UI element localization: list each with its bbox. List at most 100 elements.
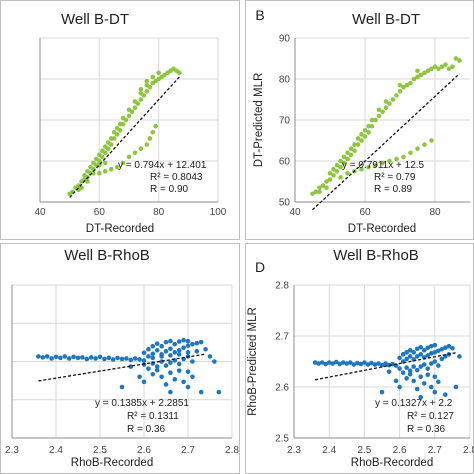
data-point [404,82,410,88]
data-point [432,374,438,380]
regression-annotation: y = 0.794x + 12.401 [118,160,207,171]
data-point [111,136,117,141]
data-point [432,350,438,355]
trendline [314,352,457,381]
data-point [372,362,378,367]
data-point [411,364,416,369]
chart-panel-c: 2.3 2.4 2.5 2.6 2.7 2.8 y = 0.1385x + 2.2851 R²… [0,243,240,474]
x-axis-label: RhoB-Recorded [351,457,433,469]
data-point [359,166,364,172]
x-axis-label: DT-Recorded [348,223,416,235]
data-point [334,168,340,174]
data-point [198,339,204,345]
data-point [394,93,399,98]
x-tick-label: 60 [359,207,371,218]
data-point [351,362,357,367]
data-point [147,84,153,90]
data-point [338,175,343,180]
data-point [362,134,368,139]
data-point [135,101,141,106]
data-point [379,389,385,395]
data-point [313,189,319,195]
data-point [323,361,328,367]
data-point [102,150,108,156]
data-point [317,185,322,190]
data-point [150,343,156,349]
data-point [387,101,392,106]
data-point [102,160,108,166]
trendline [69,76,180,198]
data-point [407,347,413,353]
data-point [422,70,427,76]
data-point [120,160,126,166]
data-point [132,356,138,361]
data-point [114,164,120,170]
chart-title: Well B-RhoB [64,247,150,264]
data-point [108,142,114,147]
data-point [154,367,160,373]
data-point [414,367,420,373]
data-point [144,142,150,147]
data-point [97,171,102,176]
regression-annotation: R = 0.36 [407,424,446,435]
data-point [327,177,333,182]
data-point [126,154,132,160]
data-point [190,374,195,380]
data-point [432,342,438,348]
data-point [428,343,434,349]
regression-annotation: R² = 0.8043 [150,172,203,183]
data-point [428,361,434,366]
data-point [362,360,367,365]
trendline [312,73,460,211]
data-point [386,369,392,375]
data-point [185,350,191,355]
data-point [425,68,431,74]
data-point [128,357,134,363]
data-point [397,384,402,390]
data-point [407,368,413,373]
data-point [88,355,94,360]
data-point [439,356,445,362]
x-tick-label: 40 [289,207,301,218]
data-point [102,356,107,362]
data-point [457,354,462,359]
data-point [400,370,406,376]
data-point [154,364,160,369]
y-tick-label: 90 [279,34,291,45]
data-point [443,62,448,67]
data-point [198,389,204,395]
y-tick-label: 50 [279,198,291,209]
data-point [207,354,213,359]
data-point [144,89,150,94]
data-point [185,338,191,344]
data-point [415,146,420,151]
data-point [159,374,164,380]
data-point [138,86,144,92]
data-point [80,355,85,360]
data-point [338,158,343,164]
y-tick-label: 60 [279,157,291,168]
data-point [66,356,72,361]
data-point [316,361,321,366]
data-point [115,355,120,361]
data-point [194,340,200,346]
y-axis-label: DT-Predicted MLR [253,73,265,168]
data-point [147,136,153,141]
data-point [428,351,434,356]
data-point [49,356,54,361]
data-point [341,154,347,160]
data-point [150,351,156,357]
data-point [344,361,350,366]
data-point [163,382,169,387]
data-point [414,354,420,359]
data-point [138,97,144,102]
data-point [387,158,392,164]
regression-annotation: R = 0.89 [374,184,413,195]
data-point [404,365,409,370]
data-point [150,355,156,361]
data-point [358,361,364,367]
x-tick-label: 2.6 [137,445,151,456]
data-point [326,360,332,365]
data-point [114,132,120,137]
